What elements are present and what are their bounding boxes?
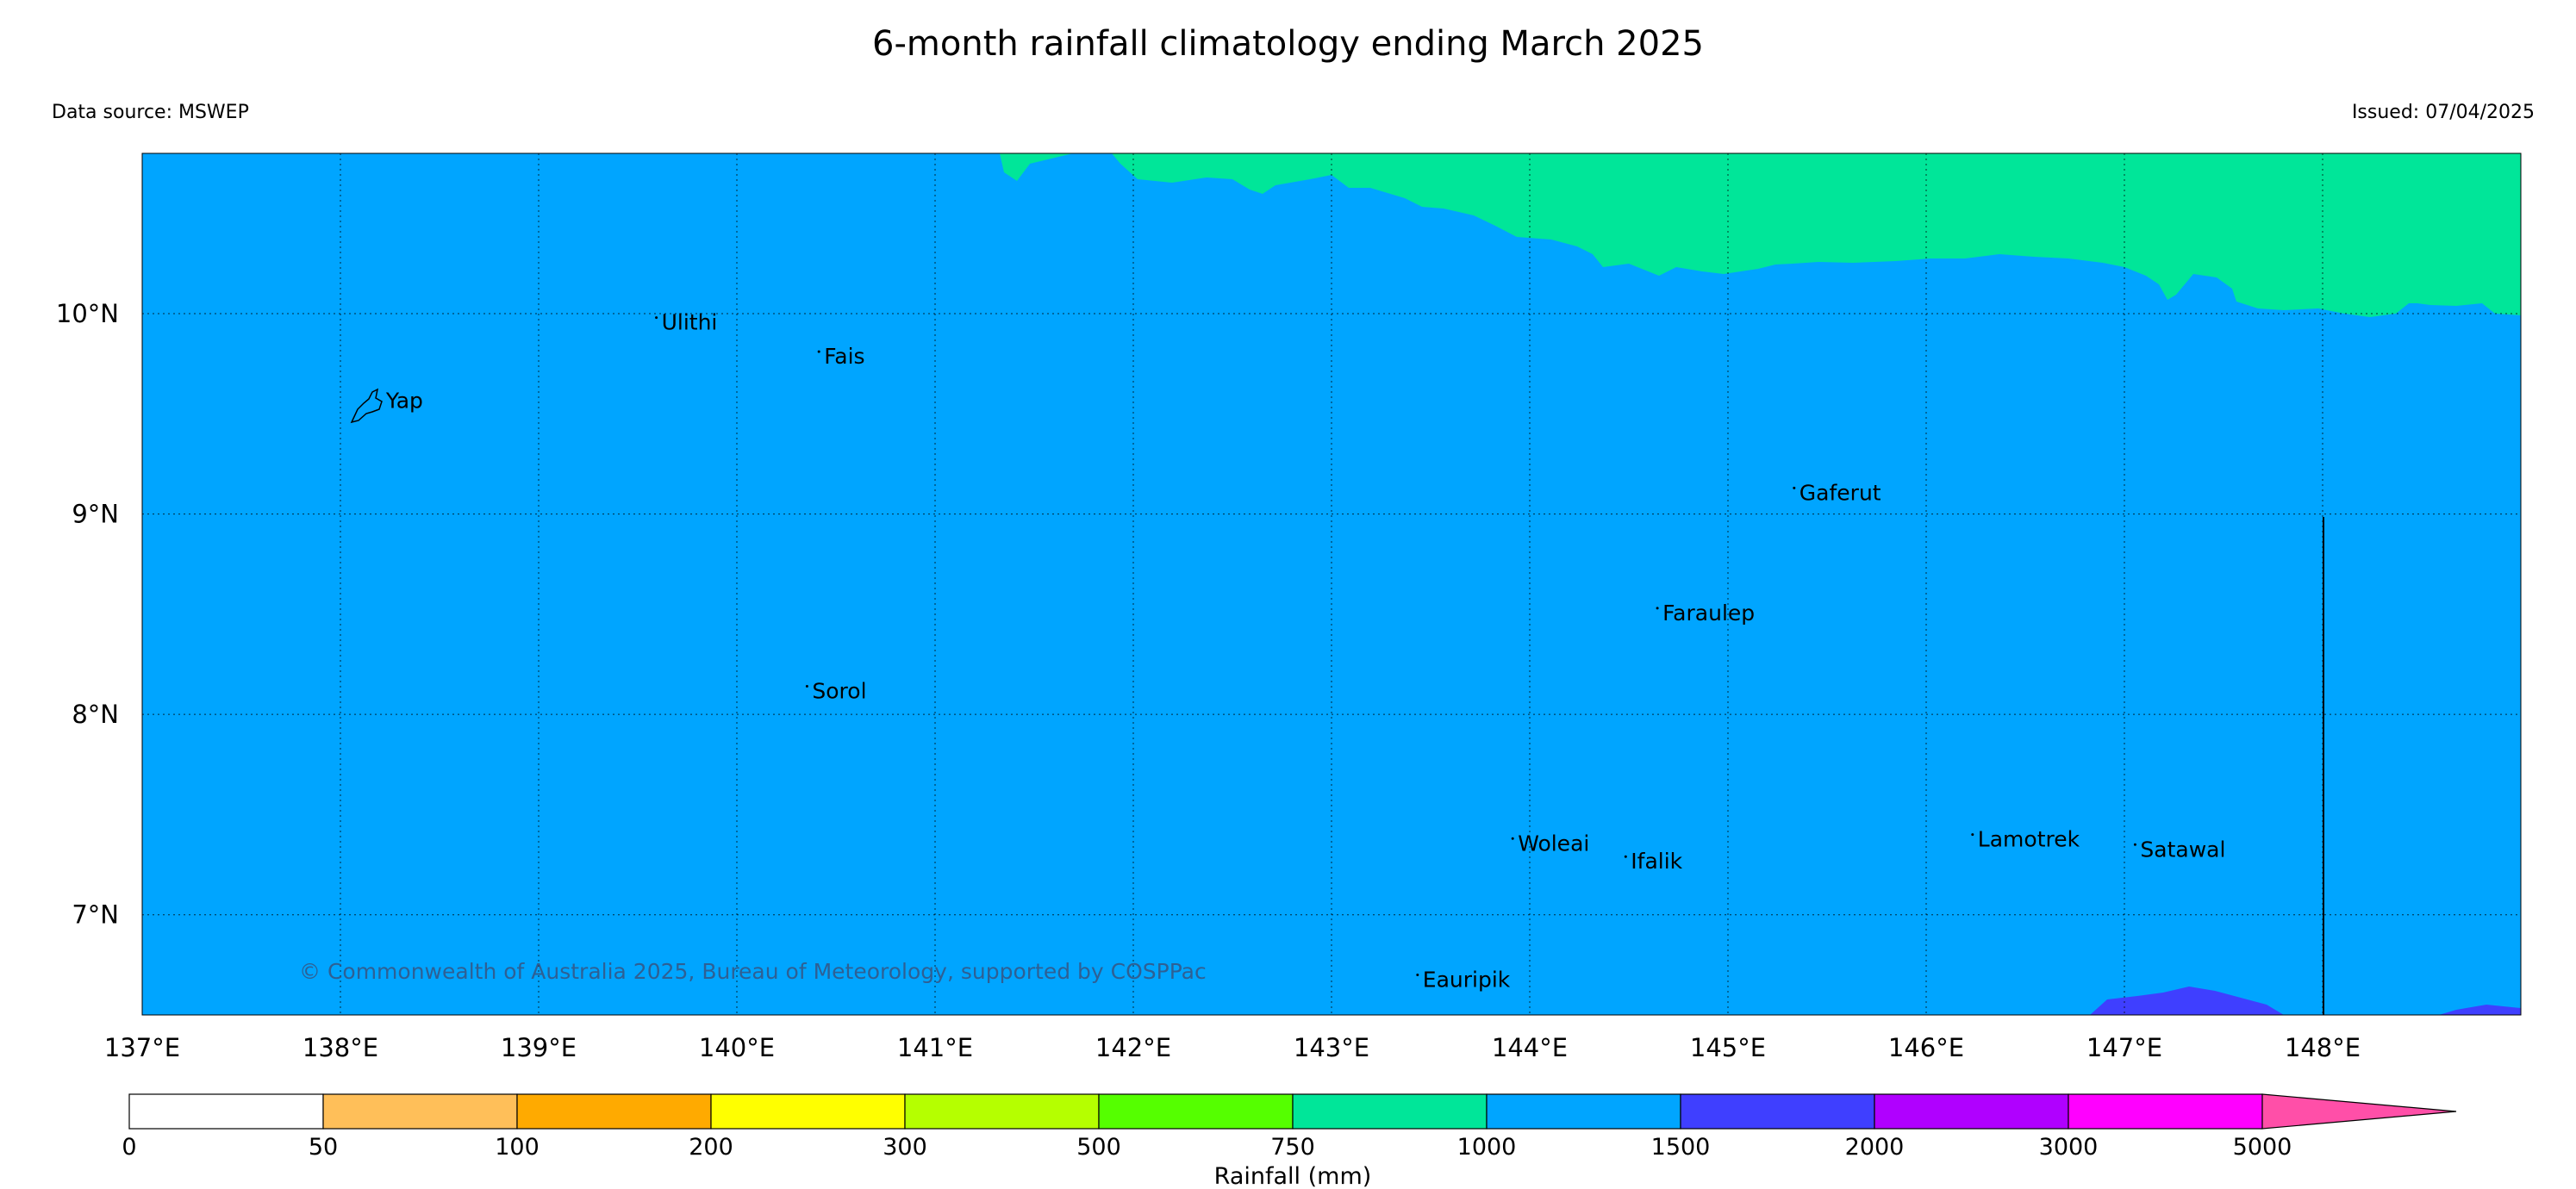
place-label-lamotrek: Lamotrek xyxy=(1978,827,2080,852)
rainfall-region-1500-2000 xyxy=(2090,987,2521,1015)
colorbar-segment xyxy=(128,1093,324,1130)
colorbar-segment xyxy=(2068,1093,2263,1130)
colorbar-tick-label: 300 xyxy=(883,1134,927,1161)
place-label-ifalik: Ifalik xyxy=(1631,849,1682,874)
place-label-sorol: Sorol xyxy=(812,679,866,704)
colorbar-tick-label: 500 xyxy=(1076,1134,1121,1161)
colorbar-segment xyxy=(516,1093,712,1130)
map-gridlines xyxy=(142,153,2521,1015)
colorbar-segment xyxy=(904,1093,1100,1130)
island-dot xyxy=(1656,607,1659,610)
lat-tick-label: 7°N xyxy=(72,900,119,930)
island-dot xyxy=(1511,837,1514,840)
place-label-yap: Yap xyxy=(385,388,423,413)
lon-tick-label: 148°E xyxy=(2285,1033,2361,1062)
lon-tick-label: 145°E xyxy=(1690,1033,1766,1062)
island-dot xyxy=(1624,855,1627,858)
lon-tick-label: 144°E xyxy=(1492,1033,1568,1062)
map-title: 6-month rainfall climatology ending Marc… xyxy=(872,24,1704,64)
place-label-satawal: Satawal xyxy=(2140,837,2225,862)
island-dot xyxy=(1416,973,1419,976)
lon-tick-label: 142°E xyxy=(1095,1033,1171,1062)
colorbar-tick-label: 3000 xyxy=(2039,1134,2099,1161)
lon-tick-label: 147°E xyxy=(2086,1033,2162,1062)
colorbar-segment xyxy=(710,1093,906,1130)
place-label-fais: Fais xyxy=(824,344,864,369)
island-dot xyxy=(1793,486,1796,489)
place-label-ulithi: Ulithi xyxy=(662,310,718,335)
place-labels: Yap Ulithi Fais Gaferut Faraulep Sorol Woleai I… xyxy=(385,310,2226,993)
place-label-eauripik: Eauripik xyxy=(1423,967,1511,992)
lat-tick-label: 10°N xyxy=(56,299,119,328)
colorbar-tick-label: 1000 xyxy=(1457,1134,1517,1161)
longitude-tick-labels: 137°E 138°E 139°E 140°E 141°E 142°E 143°E 144°E… xyxy=(104,1033,2361,1062)
yap-island-outline xyxy=(350,388,383,424)
rainfall-colorbar: 0 50 100 200 300 500 750 1000 1500 2000 3000 5000 xyxy=(122,1093,2457,1161)
colorbar-segment xyxy=(1680,1093,1875,1130)
lon-tick-label: 140°E xyxy=(699,1033,775,1062)
issued-date-label: Issued: 07/04/2025 xyxy=(2351,102,2535,123)
island-dot xyxy=(805,685,808,688)
lon-tick-label: 146°E xyxy=(1888,1033,1964,1062)
map-frame xyxy=(141,153,2522,1016)
colorbar-tick-label: 5000 xyxy=(2233,1134,2292,1161)
latitude-tick-labels: 7°N 8°N 9°N 10°N xyxy=(56,299,119,930)
colorbar-tick-label: 750 xyxy=(1270,1134,1315,1161)
colorbar-segment xyxy=(1098,1093,1294,1130)
lat-tick-label: 8°N xyxy=(72,700,119,729)
place-label-gaferut: Gaferut xyxy=(1799,480,1881,505)
colorbar-label: Rainfall (mm) xyxy=(1214,1163,1372,1189)
lon-tick-label: 143°E xyxy=(1294,1033,1369,1062)
copyright-notice: © Commonwealth of Australia 2025, Bureau… xyxy=(299,959,1207,984)
island-dot xyxy=(2133,843,2136,846)
place-label-faraulep: Faraulep xyxy=(1662,601,1755,626)
island-markers xyxy=(655,316,2136,976)
colorbar-segment xyxy=(1874,1093,2069,1130)
lat-tick-label: 9°N xyxy=(72,500,119,529)
island-dot xyxy=(1971,833,1974,837)
data-source-label: Data source: MSWEP xyxy=(52,102,249,123)
colorbar-segment xyxy=(1486,1093,1681,1130)
colorbar-tick-label: 2000 xyxy=(1845,1134,1905,1161)
colorbar-segment xyxy=(322,1093,518,1130)
colorbar-extend-arrow xyxy=(2261,1093,2457,1130)
island-dot xyxy=(655,316,658,320)
rainfall-region-750-1000 xyxy=(1000,153,2521,317)
lon-tick-label: 137°E xyxy=(104,1033,180,1062)
colorbar-tick-label: 100 xyxy=(495,1134,540,1161)
lon-tick-label: 141°E xyxy=(897,1033,973,1062)
lon-tick-label: 138°E xyxy=(303,1033,378,1062)
colorbar-tick-label: 0 xyxy=(122,1134,136,1161)
colorbar-tick-label: 50 xyxy=(309,1134,338,1161)
island-dot xyxy=(817,350,820,353)
colorbar-tick-label: 200 xyxy=(689,1134,733,1161)
place-label-woleai: Woleai xyxy=(1518,831,1589,856)
lon-tick-label: 139°E xyxy=(501,1033,577,1062)
colorbar-tick-label: 1500 xyxy=(1651,1134,1711,1161)
colorbar-segment xyxy=(1292,1093,1488,1130)
